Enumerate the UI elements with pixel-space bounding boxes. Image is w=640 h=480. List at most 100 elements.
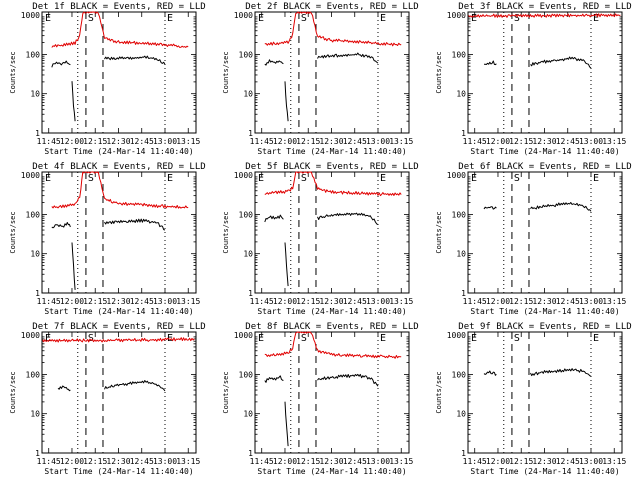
x-axis-label: Start Time (24-Mar-14 11:40:40) <box>44 467 193 476</box>
y-tick-label: 1 <box>248 449 253 458</box>
x-tick-label: 13:15 <box>389 297 413 306</box>
lld-series-line <box>51 171 189 209</box>
x-tick-label: 12:15 <box>296 297 320 306</box>
y-tick-label: 1 <box>461 129 466 138</box>
y-axis-label: Counts/sec <box>9 211 17 253</box>
events-series-line <box>264 375 284 383</box>
x-axis-label: Start Time (24-Mar-14 11:40:40) <box>44 147 193 156</box>
chart-title: Det 1f BLACK = Events, RED = LLD <box>32 2 205 12</box>
plot-frame <box>254 171 410 294</box>
x-tick-label: 12:30 <box>319 297 343 306</box>
x-tick-label: 11:45 <box>37 457 61 466</box>
marker-label: E <box>45 13 51 24</box>
y-tick-label: 10 <box>30 90 40 99</box>
events-series-line <box>317 212 379 226</box>
x-tick-label: 12:45 <box>343 457 367 466</box>
marker-label: S <box>514 13 520 24</box>
x-tick-label: 13:15 <box>602 457 626 466</box>
x-tick-label: 12:45 <box>556 137 580 146</box>
marker-label: S <box>514 173 520 184</box>
marker-label: E <box>593 333 599 344</box>
x-tick-label: 13:00 <box>153 137 177 146</box>
marker-label: E <box>167 333 173 344</box>
lld-series-line <box>264 331 402 359</box>
events-series-line <box>317 373 379 387</box>
y-axis-label: Counts/sec <box>9 51 17 93</box>
y-tick-label: 10 <box>456 90 466 99</box>
x-tick-label: 12:15 <box>83 297 107 306</box>
events-series-line <box>104 218 166 231</box>
y-tick-label: 10 <box>30 250 40 259</box>
x-tick-label: 13:00 <box>579 137 603 146</box>
x-tick-label: 12:15 <box>509 297 533 306</box>
x-tick-label: 12:15 <box>509 137 533 146</box>
chart-title: Det 4f BLACK = Events, RED = LLD <box>32 162 205 172</box>
plot-frame <box>467 11 623 134</box>
y-axis-label: Counts/sec <box>435 51 443 93</box>
plot-frame <box>41 171 197 294</box>
marker-label: E <box>167 13 173 24</box>
events-series-line <box>264 214 284 223</box>
y-axis-label: Counts/sec <box>222 371 230 413</box>
x-tick-label: 12:15 <box>83 137 107 146</box>
events-series-line <box>483 206 497 210</box>
x-tick-label: 12:00 <box>486 297 510 306</box>
marker-label: E <box>380 333 386 344</box>
y-axis-label: Counts/sec <box>435 371 443 413</box>
x-tick-label: 12:15 <box>509 457 533 466</box>
x-tick-label: 11:45 <box>250 457 274 466</box>
x-tick-label: 12:00 <box>273 457 297 466</box>
x-tick-label: 12:00 <box>60 297 84 306</box>
lld-series-line <box>264 11 402 47</box>
events-series-line <box>484 60 497 66</box>
x-tick-label: 12:30 <box>532 297 556 306</box>
x-axis-label: Start Time (24-Mar-14 11:40:40) <box>257 307 406 316</box>
x-tick-label: 12:15 <box>296 137 320 146</box>
events-series-line <box>483 370 497 376</box>
y-tick-label: 1 <box>461 449 466 458</box>
events-series-line <box>71 81 76 122</box>
y-tick-label: 1000 <box>234 11 253 20</box>
x-tick-label: 12:30 <box>319 457 343 466</box>
chart-panel-1: Det 1f BLACK = Events, RED = LLD 1 10 100 10… <box>9 2 206 156</box>
events-series-line <box>57 385 71 392</box>
y-tick-label: 100 <box>452 370 467 379</box>
x-tick-label: 13:00 <box>153 297 177 306</box>
x-tick-label: 12:45 <box>130 457 154 466</box>
marker-label: E <box>258 13 264 24</box>
x-axis-label: Start Time (24-Mar-14 11:40:40) <box>257 147 406 156</box>
x-tick-label: 13:15 <box>176 137 200 146</box>
x-tick-label: 12:30 <box>106 137 130 146</box>
x-tick-label: 13:15 <box>176 297 200 306</box>
y-tick-label: 1000 <box>234 171 253 180</box>
chart-panel-4: Det 4f BLACK = Events, RED = LLD 1 10 100 10… <box>9 162 206 316</box>
y-tick-label: 10 <box>243 410 253 419</box>
chart-panel-8: Det 8f BLACK = Events, RED = LLD 1 10 100 10… <box>222 322 419 476</box>
events-series-line <box>264 59 284 66</box>
events-series-line <box>284 81 289 122</box>
y-tick-label: 1 <box>35 129 40 138</box>
x-axis-label: Start Time (24-Mar-14 11:40:40) <box>257 467 406 476</box>
y-tick-label: 10 <box>30 410 40 419</box>
events-series-line <box>51 222 71 229</box>
marker-label: S <box>514 333 520 344</box>
x-tick-label: 13:15 <box>389 137 413 146</box>
plot-frame <box>254 331 410 454</box>
marker-label: E <box>45 333 51 344</box>
events-series-line <box>530 202 592 212</box>
y-tick-label: 1 <box>248 289 253 298</box>
x-tick-label: 12:00 <box>273 137 297 146</box>
x-tick-label: 12:45 <box>130 137 154 146</box>
events-series-line <box>530 368 592 377</box>
x-tick-label: 12:00 <box>486 137 510 146</box>
x-tick-label: 11:45 <box>463 297 487 306</box>
marker-label: E <box>258 333 264 344</box>
y-tick-label: 1000 <box>21 331 40 340</box>
events-series-line <box>104 55 166 65</box>
chart-panel-3: Det 3f BLACK = Events, RED = LLD 1 10 100 10… <box>435 2 632 156</box>
events-series-line <box>284 242 289 287</box>
marker-label: S <box>88 13 94 24</box>
chart-panel-9: Det 9f BLACK = Events, RED = LLD 1 10 100 10… <box>435 322 632 476</box>
x-tick-label: 12:30 <box>319 137 343 146</box>
